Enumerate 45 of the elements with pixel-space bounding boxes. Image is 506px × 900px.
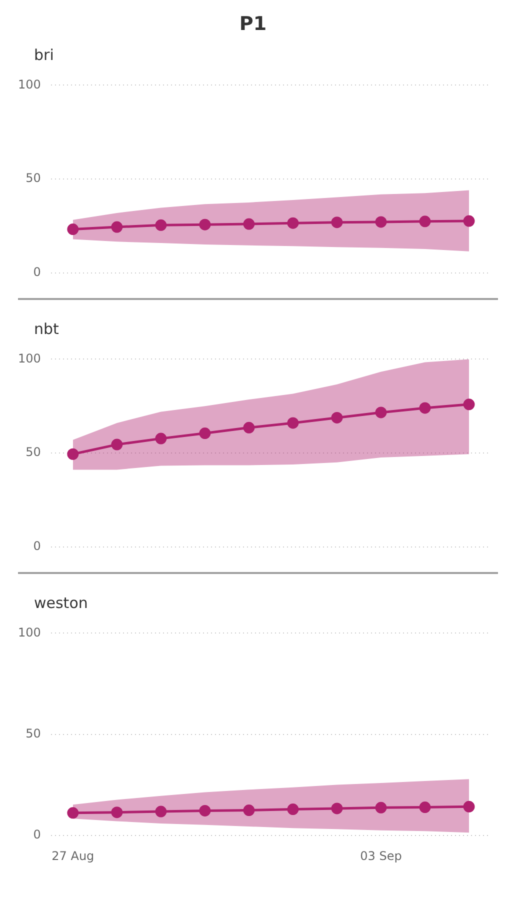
chart-subtitle: weston	[33, 594, 89, 614]
y-tick-label: 100	[18, 77, 41, 92]
x-tick-label: 27 Aug	[52, 848, 94, 863]
point	[287, 804, 299, 816]
point	[463, 398, 475, 410]
point	[67, 224, 79, 236]
point	[155, 432, 167, 444]
y-tick-label: 0	[33, 828, 41, 842]
x-tick-label: 03 Sep	[360, 848, 402, 863]
chart-subtitle: nbt	[33, 320, 60, 340]
y-tick-label: 100	[18, 625, 41, 640]
y-tick-label: 100	[18, 351, 41, 366]
chart-subtitle: bri	[33, 46, 55, 66]
point	[199, 218, 211, 230]
point	[155, 219, 167, 231]
point	[111, 221, 123, 233]
point	[375, 216, 387, 228]
point	[199, 428, 211, 440]
point	[287, 217, 299, 229]
point	[375, 406, 387, 418]
point	[111, 806, 123, 818]
y-tick-label: 50	[26, 445, 41, 460]
point	[419, 802, 431, 814]
point	[155, 806, 167, 818]
point	[67, 448, 79, 460]
point	[331, 802, 343, 814]
chart-title: P1	[238, 12, 268, 37]
point	[111, 438, 123, 450]
point	[287, 417, 299, 429]
y-tick-label: 0	[33, 264, 41, 279]
y-tick-label: 50	[26, 726, 41, 741]
point	[331, 216, 343, 228]
point	[243, 804, 255, 816]
point	[463, 215, 475, 227]
point	[243, 218, 255, 230]
point	[331, 412, 343, 424]
point	[419, 402, 431, 414]
point	[375, 802, 387, 814]
point	[463, 800, 475, 812]
point	[199, 804, 211, 816]
y-tick-label: 0	[33, 538, 41, 553]
y-tick-label: 50	[26, 171, 41, 186]
point	[419, 216, 431, 228]
point	[67, 807, 79, 819]
point	[243, 422, 255, 434]
